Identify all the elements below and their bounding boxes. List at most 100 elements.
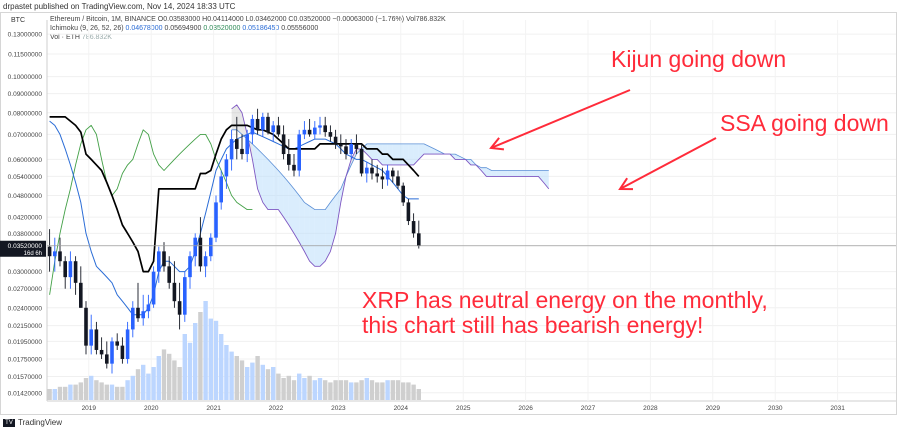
y-tick-label: 0.07000000 [8,132,43,139]
candle-body [105,354,109,364]
candle-body [235,139,239,149]
candle-body [136,307,140,319]
ichimoku-cloud-segment [262,154,268,210]
ichimoku-cloud-segment [424,143,430,155]
ichimoku-cloud-segment [507,170,513,177]
candle-body [146,304,151,312]
volume-bar [271,367,276,400]
volume-bar [328,382,333,400]
candle-body [193,237,197,257]
candle-body [323,125,327,133]
senkou-a-line [231,129,549,210]
volume-bar [250,362,255,400]
legend-ichimoku[interactable]: Ichimoku (9, 26, 52, 26) [50,25,124,32]
candle-body [229,139,234,160]
volume-bar [135,369,141,400]
candle-body [203,256,208,267]
legend-volume[interactable]: Vol · ETH [50,34,80,41]
y-tick-label: 0.04800000 [8,193,43,200]
arrow-kijun-head [489,137,505,151]
volume-bar [177,367,182,400]
ichimoku-cloud-segment [538,170,544,183]
volume-bar [47,389,52,400]
candle-body [385,170,390,180]
ichimoku-cloud-segment [533,170,539,177]
ichimoku-cloud-segment [268,159,274,210]
volume-bar [255,356,260,400]
x-tick-label: 2030 [768,405,783,412]
volume-bar [146,373,151,400]
ichimoku-cloud-segment [294,188,300,243]
ichimoku-cloud-segment [413,143,419,165]
ichimoku-cloud-segment [418,143,424,160]
volume-bar [213,320,219,400]
ichimoku-cloud-segment [512,170,518,177]
ichimoku-cloud-segment [491,170,497,177]
ichimoku-cloud-segment [387,143,393,165]
candle-body [79,282,83,308]
volume-bar [401,382,406,400]
candle-body [271,125,275,133]
candle-body [131,307,135,330]
kijun-line [49,116,420,273]
ichimoku-cloud-segment [361,143,367,155]
footer-brand: TradingView [18,418,63,427]
annotation-xrp: XRP has neutral energy on the monthly, t… [362,288,768,338]
candle-body [250,118,255,135]
legend-line-1: Ethereum / Bitcoin, 1M, BINANCE O0.03583… [50,15,446,24]
candle-body [307,129,312,135]
candle-body [198,237,203,267]
volume-bar [193,323,198,400]
candle-body [370,167,374,174]
annotation-kijun: Kijun going down [611,46,787,72]
ichimoku-cloud-segment [366,143,372,160]
annotation-xrp-line-2: this chart still has bearish energy! [362,312,704,338]
legend-symbol[interactable]: Ethereum / Bitcoin, 1M, BINANCE [50,16,156,23]
volume-bar [83,378,89,400]
ichimoku-cloud-segment [304,202,310,262]
volume-bar [416,389,421,400]
x-tick-label: 2022 [269,405,284,412]
volume-bar [224,345,229,400]
volume-bar [52,389,57,400]
x-tick-label: 2027 [581,405,596,412]
volume-bar [380,382,385,400]
volume-bar [68,384,73,400]
ichimoku-cloud-segment [257,148,263,203]
senkou-b-line [231,104,550,267]
candle-body [115,341,119,346]
candle-body [417,233,421,246]
volume-bar [297,373,302,400]
y-tick-label: 0.01950000 [8,339,43,346]
volume-bar [130,375,135,400]
candle-body [375,173,379,177]
legend-volume-value: 786.832K [81,34,112,41]
volume-bar [94,380,99,400]
volume-bar [182,334,187,400]
ichimoku-cloud-segment [528,170,534,177]
ichimoku-cloud-segment [522,170,528,177]
candle-body [292,164,296,171]
ichimoku-cloud-segment [543,170,549,189]
volume-bar [57,386,63,400]
ichimoku-cloud-segment [502,170,508,177]
ichimoku-cloud-segment [309,205,315,267]
candle-body [313,127,317,135]
candle-body [365,167,369,174]
candle-body [401,185,405,203]
candle-body [219,176,223,203]
volume-bar [359,380,364,400]
candle-body [151,271,156,305]
y-tick-label: 0.01570000 [8,374,43,381]
x-tick-label: 2025 [456,405,471,412]
candle-body [245,134,249,155]
volume-bar [73,384,78,400]
candle-body [94,329,99,350]
candle-body [162,251,166,267]
y-tick-label: 0.09000000 [8,91,43,98]
annotation-xrp-line-1: XRP has neutral energy on the monthly, [362,287,768,313]
x-tick-label: 2031 [830,405,845,412]
candle-body [84,307,88,346]
x-tick-label: 2021 [206,405,221,412]
